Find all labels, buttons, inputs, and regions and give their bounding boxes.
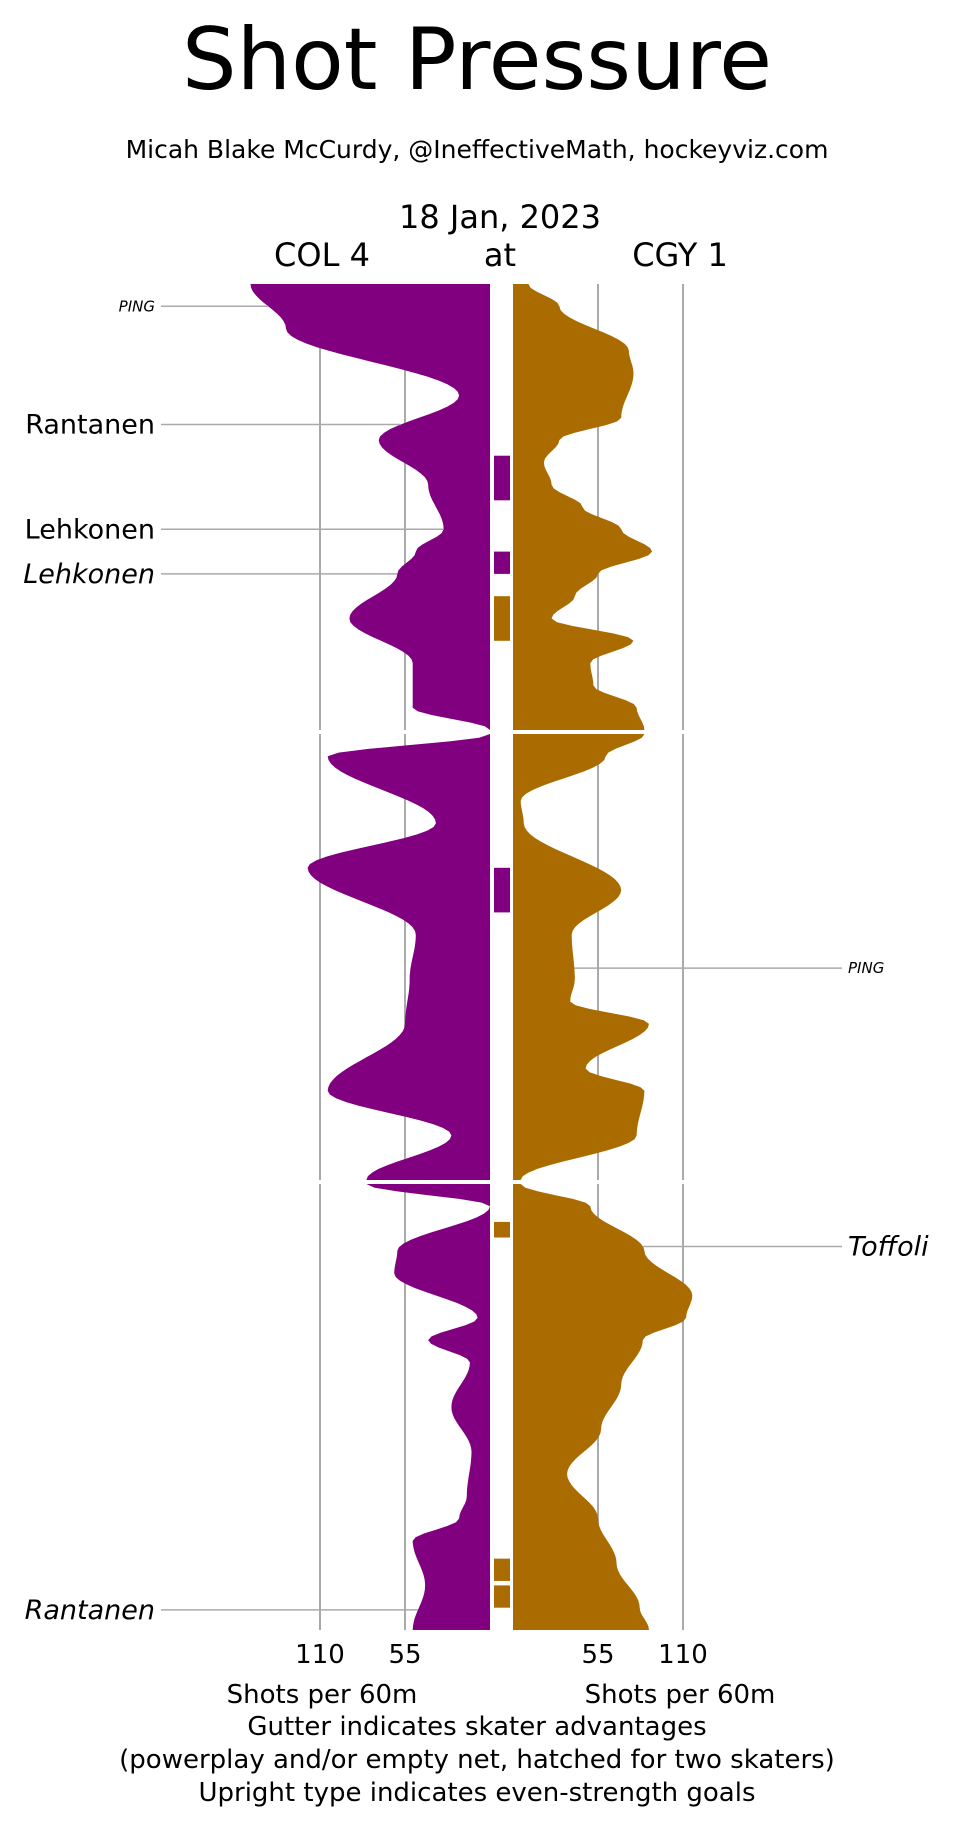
chart-title: Shot Pressure (182, 10, 772, 110)
goal-label-3: Lehkonen (25, 514, 155, 545)
x-axis-label-home: Shots per 60m (584, 1680, 776, 1710)
goal-label-5: PING (848, 959, 884, 977)
xtick-label-home-55: 55 (581, 1640, 614, 1670)
x-axis-label-away: Shots per 60m (226, 1680, 418, 1710)
area-col-period-1 (250, 284, 490, 730)
advantage-bar-6 (494, 1558, 510, 1581)
goal-label-4: Lehkonen (23, 559, 155, 590)
footer-note-2: (powerplay and/or empty net, hatched for… (119, 1745, 835, 1775)
advantage-bar-7 (494, 1585, 510, 1608)
home-team-label: CGY 1 (632, 236, 728, 274)
footer-note-1: Gutter indicates skater advantages (247, 1712, 707, 1742)
away-team-label: COL 4 (274, 236, 370, 274)
xtick-label-away-110: 110 (295, 1640, 345, 1670)
goal-label-7: Rantanen (25, 1595, 155, 1626)
advantage-bar-1 (494, 455, 510, 501)
advantage-bar-5 (494, 1221, 510, 1238)
area-col-period-2 (307, 734, 490, 1180)
xtick-label-away-55: 55 (388, 1640, 421, 1670)
goal-label-1: PING (119, 297, 155, 315)
footer-note-3: Upright type indicates even-strength goa… (198, 1778, 756, 1808)
area-cgy-period-1 (513, 284, 653, 730)
byline: Micah Blake McCurdy, @IneffectiveMath, h… (125, 135, 829, 164)
goal-label-2: Rantanen (25, 409, 155, 440)
area-col-period-3 (366, 1184, 490, 1630)
xtick-label-home-110: 110 (658, 1640, 708, 1670)
at-label: at (483, 236, 517, 274)
area-cgy-period-2 (513, 734, 649, 1180)
game-date: 18 Jan, 2023 (399, 198, 601, 236)
advantage-bar-4 (494, 867, 510, 913)
goal-label-6: Toffoli (848, 1231, 929, 1262)
area-cgy-period-3 (513, 1184, 693, 1630)
advantage-bar-2 (494, 551, 510, 574)
advantage-bar-3 (494, 596, 510, 641)
